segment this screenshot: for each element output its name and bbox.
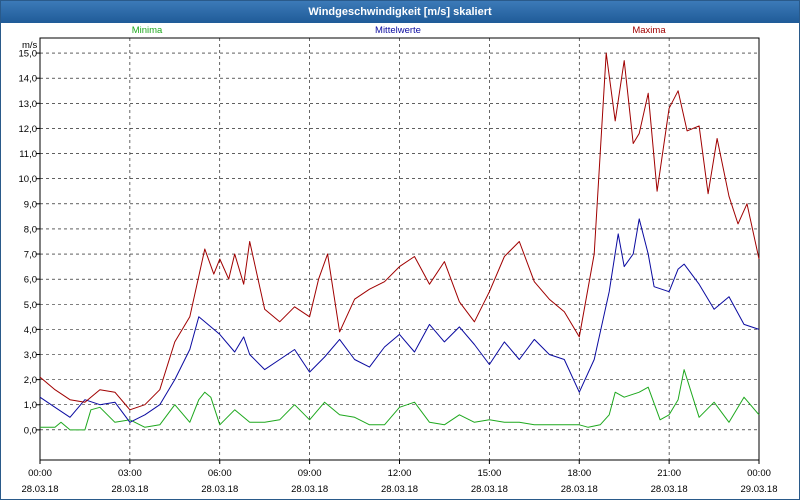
legend-minima: Minima (132, 25, 163, 36)
x-tick-date: 29.03.18 (741, 484, 778, 495)
y-tick-label: 12,0 (19, 124, 38, 135)
y-tick-label: 9,0 (24, 199, 37, 210)
y-tick-label: 13,0 (19, 99, 38, 110)
x-tick-time: 15:00 (477, 468, 501, 479)
y-tick-label: 10,0 (19, 174, 38, 185)
series-line-mittelwerte (39, 218, 760, 423)
series-line-maxima (39, 52, 760, 411)
x-tick-date: 28.03.18 (471, 484, 508, 495)
series-lines (39, 52, 760, 431)
x-tick-time: 18:00 (567, 468, 591, 479)
x-tick-time: 03:00 (118, 468, 142, 479)
y-tick-label: 2,0 (24, 375, 37, 386)
y-axis: 0,0 1,0 2,0 3,0 4,0 5,0 6,0 7,0 8,0 9,0 10,0 11,0 12… (19, 49, 40, 436)
y-axis-label: m/s (22, 40, 38, 51)
y-tick-label: 4,0 (24, 325, 37, 336)
legend: Minima Mittelwerte Maxima (132, 25, 667, 36)
y-tick-label: 8,0 (24, 224, 37, 235)
x-tick-date: 28.03.18 (201, 484, 238, 495)
y-tick-label: 14,0 (19, 74, 38, 85)
x-tick-time: 21:00 (657, 468, 681, 479)
x-tick-time: 00:00 (28, 468, 52, 479)
grid-lines (40, 38, 759, 460)
y-tick-label: 11,0 (19, 149, 37, 160)
y-tick-label: 3,0 (24, 350, 37, 361)
x-tick-date: 28.03.18 (291, 484, 328, 495)
x-tick-time: 12:00 (388, 468, 412, 479)
y-tick-label: 5,0 (24, 300, 37, 311)
window-title: Windgeschwindigkeit [m/s] skaliert (1, 1, 799, 23)
y-tick-label: 1,0 (24, 400, 37, 411)
x-tick-date: 28.03.18 (22, 484, 59, 495)
series-line-minima (40, 369, 760, 431)
x-tick-time: 00:00 (747, 468, 771, 479)
x-tick-date: 28.03.18 (561, 484, 598, 495)
x-tick-date: 28.03.18 (111, 484, 148, 495)
x-tick-time: 09:00 (298, 468, 322, 479)
y-tick-label: 15,0 (19, 49, 38, 60)
y-tick-label: 6,0 (24, 275, 37, 286)
legend-maxima: Maxima (632, 25, 666, 36)
legend-mittelwerte: Mittelwerte (375, 25, 421, 36)
x-tick-time: 06:00 (208, 468, 232, 479)
x-tick-date: 28.03.18 (381, 484, 418, 495)
x-axis: 00:00 28.03.18 03:00 28.03.18 06:00 28.03.18 0… (22, 460, 778, 495)
y-tick-label: 7,0 (24, 250, 37, 261)
x-tick-date: 28.03.18 (651, 484, 688, 495)
y-tick-label: 0,0 (24, 425, 37, 436)
